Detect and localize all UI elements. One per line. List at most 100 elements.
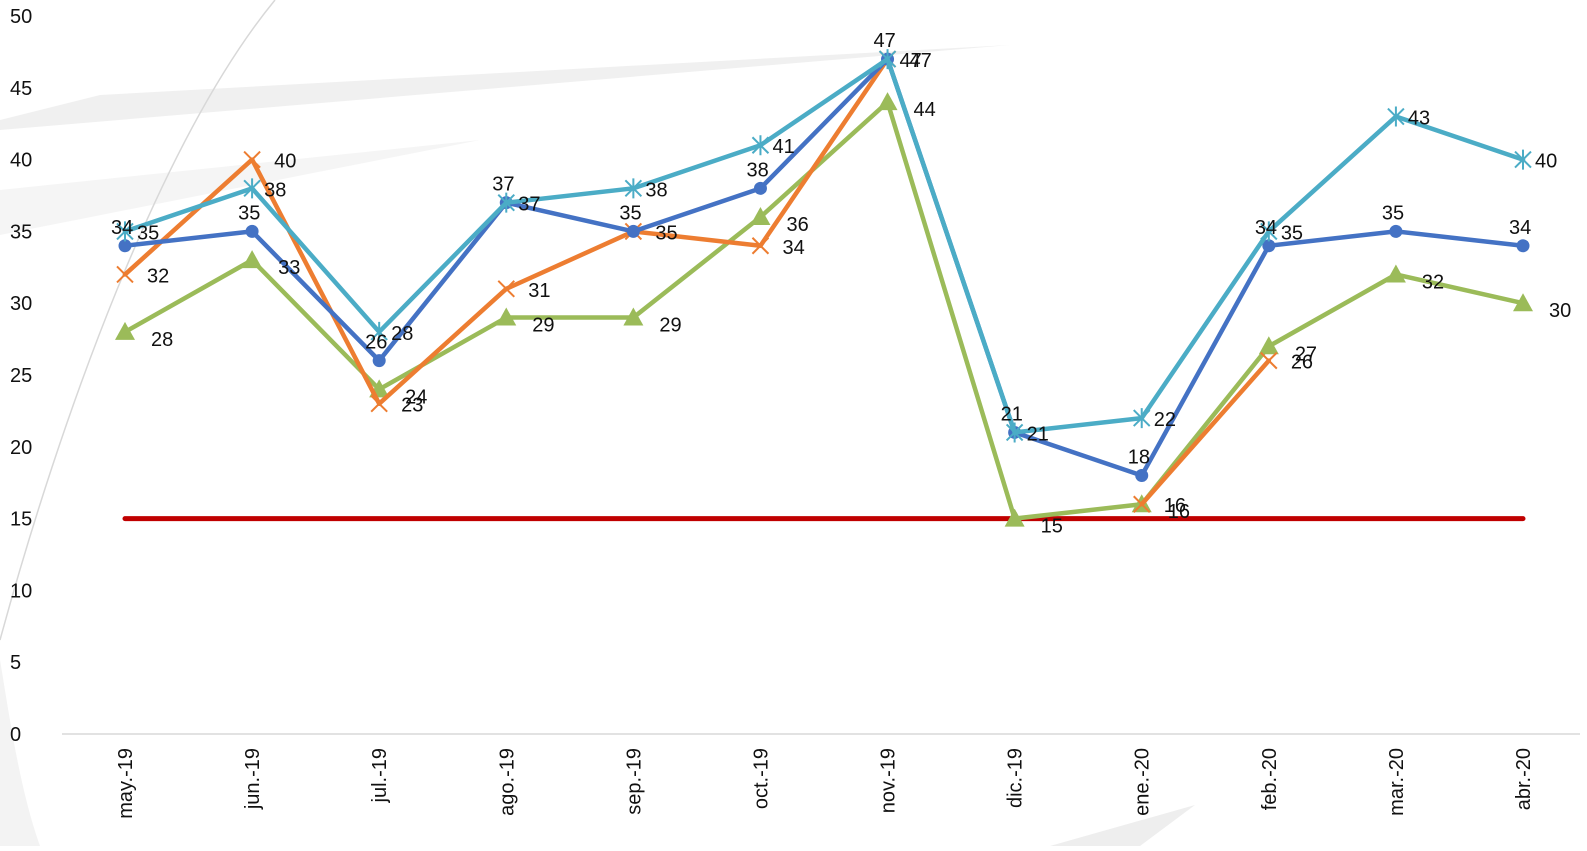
series-2: [116, 50, 1278, 513]
x-tick-label: abr.-20: [1513, 748, 1535, 810]
data-point-marker: [245, 224, 259, 238]
x-tick-label: sep.-19: [623, 748, 645, 815]
data-label: 43: [1408, 108, 1430, 130]
data-label: 24: [405, 386, 427, 408]
data-label: 34: [1255, 217, 1277, 239]
data-point-marker: [626, 224, 640, 238]
data-point-marker: [1513, 293, 1533, 312]
x-tick-label: feb.-20: [1259, 748, 1281, 810]
data-point-marker: [496, 307, 517, 326]
data-point-marker: [751, 135, 770, 156]
x-tick-label: ago.-19: [496, 748, 518, 816]
x-axis: may.-19 jun.-19 jul.-19 ago.-19 sep.-19 oct.-…: [62, 733, 1580, 819]
data-point-marker: [497, 192, 515, 213]
data-label: 37: [492, 174, 514, 196]
data-label: 18: [1128, 447, 1150, 469]
data-point-marker: [751, 237, 770, 255]
y-tick-label: 0: [10, 724, 21, 746]
data-point-marker: [1135, 469, 1149, 483]
data-point-marker: [1005, 422, 1024, 443]
data-label: 31: [528, 280, 550, 302]
data-label: 36: [786, 214, 808, 236]
data-label: 37: [518, 194, 540, 216]
x-tick-label: may.-19: [115, 748, 137, 819]
data-label: 23: [401, 395, 423, 417]
data-label: 32: [1422, 271, 1444, 293]
data-label: 34: [782, 237, 804, 259]
data-label: 35: [238, 202, 260, 224]
data-point-marker: [372, 354, 386, 368]
data-label: 41: [772, 136, 794, 158]
data-point-marker: [118, 239, 132, 253]
data-point-marker: [1389, 224, 1403, 238]
data-point-marker: [243, 150, 261, 169]
data-point-marker: [1258, 336, 1279, 355]
data-label: 26: [365, 332, 387, 354]
data-label: 33: [278, 257, 300, 279]
data-label: 47: [874, 30, 896, 52]
data-label: 29: [659, 315, 681, 337]
y-tick-label: 15: [10, 509, 32, 531]
data-label: 16: [1168, 501, 1190, 523]
y-tick-label: 35: [10, 221, 32, 243]
data-label: 40: [1535, 151, 1557, 173]
data-label: 35: [655, 222, 677, 244]
data-label: 35: [619, 202, 641, 224]
data-label: 47: [900, 50, 922, 72]
data-label: 35: [1382, 202, 1404, 224]
data-point-marker: [242, 250, 263, 269]
y-tick-label: 5: [10, 652, 21, 674]
data-label: 29: [532, 315, 554, 337]
data-label: 28: [391, 323, 413, 345]
data-point-marker: [878, 49, 897, 70]
data-point-marker: [497, 280, 515, 298]
data-label: 27: [1295, 343, 1317, 365]
data-point-marker: [370, 321, 388, 342]
data-label: 16: [1164, 495, 1186, 517]
data-point-marker: [1133, 408, 1151, 429]
x-tick-label: jul.-19: [369, 748, 391, 803]
x-tick-label: mar.-20: [1386, 748, 1408, 816]
y-tick-label: 25: [10, 365, 32, 387]
data-label: 35: [137, 222, 159, 244]
data-point-marker: [1516, 239, 1530, 253]
data-label: 34: [1509, 217, 1531, 239]
data-point-marker: [1260, 221, 1278, 242]
data-point-marker: [877, 92, 898, 111]
data-point-marker: [1004, 508, 1025, 527]
data-point-marker: [624, 178, 643, 199]
data-label: 21: [1027, 423, 1049, 445]
data-point-marker: [1133, 495, 1151, 513]
y-tick-label: 30: [10, 293, 32, 315]
data-label: 32: [147, 265, 169, 287]
data-label: 28: [151, 329, 173, 351]
data-point-marker: [1387, 106, 1405, 127]
data-point-marker: [370, 395, 388, 413]
data-point-marker: [1260, 351, 1278, 370]
data-point-marker: [750, 207, 771, 226]
y-tick-label: 45: [10, 78, 32, 100]
y-tick-label: 10: [10, 580, 32, 602]
y-tick-label: 40: [10, 150, 32, 172]
data-label: 30: [1549, 300, 1571, 322]
series-1: [118, 52, 1530, 483]
x-tick-label: jun.-19: [242, 748, 264, 810]
series-line: [122, 56, 1526, 435]
y-axis: 0 5 10 15 20 25 30 35 40 45 50: [10, 6, 32, 746]
data-label: 34: [111, 217, 133, 239]
data-point-marker: [243, 178, 261, 199]
data-point-marker: [115, 321, 135, 340]
series-line: [122, 56, 1526, 478]
data-point-marker: [116, 265, 134, 284]
x-tick-label: oct.-19: [750, 748, 772, 809]
data-label: 38: [746, 159, 768, 181]
data-label: 15: [1041, 516, 1063, 538]
y-tick-label: 50: [10, 6, 32, 28]
background-decoration: [0, 0, 1195, 846]
y-tick-label: 20: [10, 437, 32, 459]
data-label: 35: [1281, 222, 1303, 244]
data-label: 38: [645, 179, 667, 201]
data-label: 47: [910, 50, 932, 72]
